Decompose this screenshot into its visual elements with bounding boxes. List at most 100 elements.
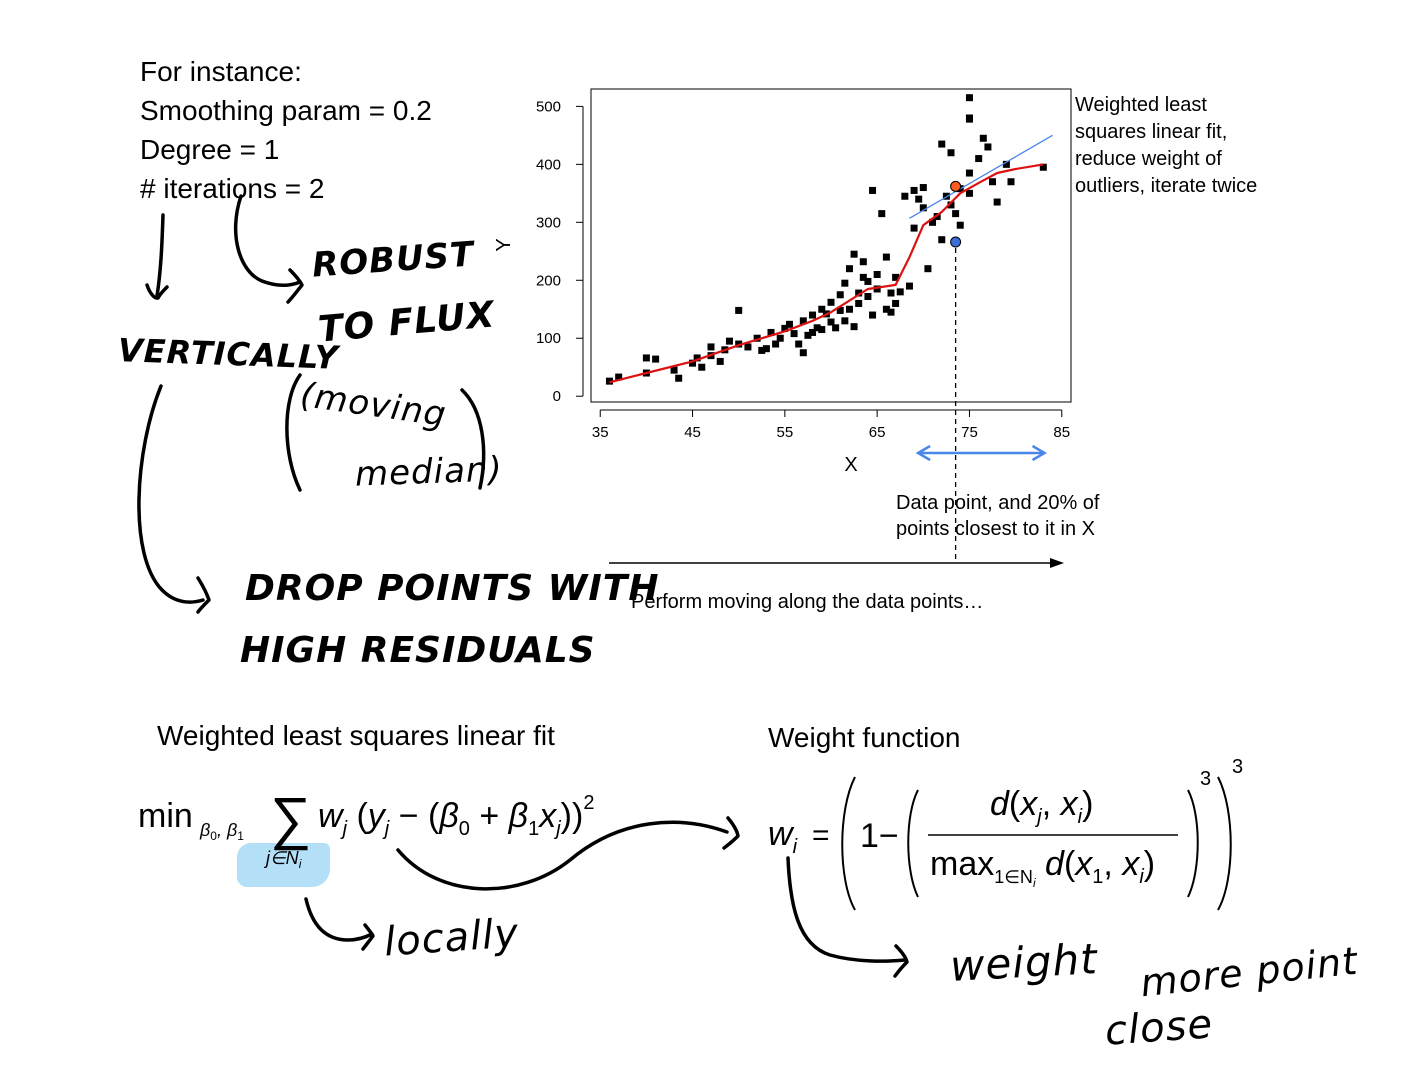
plot-frame [590,88,1072,403]
data-point [859,273,867,281]
bracket-right [460,388,486,490]
loess-scatter-chart: 35 45 55 65 75 85 0 100 200 300 400 500 X Y [493,88,1072,476]
data-point [896,288,904,296]
data-point [952,210,960,218]
data-point [965,189,973,197]
data-point [652,355,660,363]
data-point [910,186,918,194]
svg-text:1−: 1− [860,817,899,855]
data-point [938,140,946,148]
y-tick-label: 0 [553,388,561,405]
data-point [850,323,858,331]
svg-text:d(xj, xi): d(xj, xi) [990,785,1093,828]
params-iterations: # iterations = 2 [140,173,325,204]
data-point [841,279,849,287]
x-tick-label: 65 [869,424,886,441]
data-point [859,258,867,266]
y-tick-label: 200 [536,272,561,289]
data-point [915,195,923,203]
data-point [979,134,987,142]
data-point [984,143,992,151]
data-point [809,328,817,336]
local-fit-line [909,134,1053,219]
data-point [947,201,955,209]
data-point [975,155,983,163]
x-tick-label: 55 [777,424,794,441]
y-axis-label: Y [493,238,515,251]
y-tick-label: 400 [536,156,561,173]
data-point [855,289,863,297]
weight-formula: wi = 1− d(xj, xi) max1∈Ni d(x1, xi) 3 3 [768,756,1243,911]
y-tick-label: 500 [536,98,561,115]
big-arrow-to-weight-function [396,816,740,891]
fit-note: Weighted least squares linear fit, reduc… [1075,94,1258,197]
svg-text:j∈Ni: j∈Ni [263,848,302,871]
data-point [809,311,817,319]
data-point [882,305,890,313]
data-point [924,265,932,273]
data-point [776,334,784,342]
window-arrow-right-head [1031,444,1048,462]
data-point [725,337,733,345]
arrow-to-robust [233,194,304,304]
data-point [744,343,752,351]
x-tick-label: 45 [684,424,701,441]
data-point [989,178,997,186]
x-tick-label: 75 [961,424,978,441]
data-point [781,324,789,332]
svg-text:=: = [812,819,830,852]
data-point [836,306,844,314]
x-axis-label: X [844,454,857,476]
data-point [698,363,706,371]
data-point [1002,160,1010,168]
arrow-to-vertically [145,213,169,300]
data-point [892,273,900,281]
data-point [905,282,913,290]
data-point [892,299,900,307]
data-point [882,253,890,261]
data-point [693,354,701,362]
data-point [827,298,835,306]
data-point [993,198,1001,206]
svg-text:β0, β1: β0, β1 [199,820,244,843]
weight-function-title: Weight function [768,722,961,753]
data-point [965,169,973,177]
data-point [799,317,807,325]
data-point [804,331,812,339]
data-point [845,305,853,313]
data-point [790,330,798,338]
hand-high-residuals: HIGH RESIDUALS [240,630,596,671]
window-note: Data point, and 20% of points closest to… [896,492,1100,540]
data-point [869,311,877,319]
parameter-list: For instance: Smoothing param = 0.2 Degr… [140,52,432,208]
arrow-to-locally [304,897,375,951]
data-point [642,354,650,362]
window-arrow-left-head [915,444,931,462]
data-point [929,218,937,226]
data-point [707,343,715,351]
moving-note: Perform moving along the data points… [631,591,984,613]
wls-formula: min β0, β1 ∑ j∈Ni wj (yj − (β0 + β1xj))2 [138,786,594,871]
data-point [919,204,927,212]
data-point [836,291,844,299]
data-point [675,374,683,382]
data-point [716,357,724,365]
x-tick-label: 85 [1053,424,1070,441]
data-point [762,345,770,353]
svg-text:∑: ∑ [270,786,311,851]
data-point [869,186,877,194]
arrow-to-drop [137,384,211,614]
data-point [878,210,886,218]
current-point-marker [950,236,962,248]
params-intro: For instance: [140,56,302,87]
fitted-point-marker [950,180,962,192]
svg-text:3: 3 [1200,768,1211,790]
data-point [938,236,946,244]
data-point [753,334,761,342]
data-point [735,306,743,314]
data-point [772,340,780,348]
data-point [956,221,964,229]
data-point [799,349,807,357]
data-point [965,94,973,102]
